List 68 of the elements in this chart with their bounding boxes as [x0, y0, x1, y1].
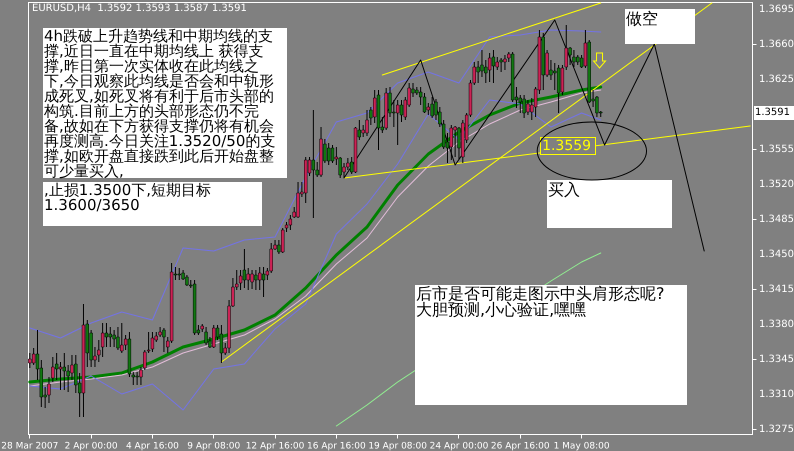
annotation: 1.3559: [540, 137, 596, 155]
candlestick: [503, 54, 507, 70]
x-tick-label: 28 Mar 2007: [1, 442, 58, 451]
candlestick: [162, 328, 166, 352]
candlestick: [104, 322, 108, 348]
candlestick: [568, 46, 572, 66]
candlestick: [365, 110, 369, 136]
candlestick: [430, 96, 434, 118]
candlestick: [150, 332, 154, 352]
candlestick: [242, 248, 246, 288]
x-tick-label: 24 Apr 00:00: [430, 442, 489, 451]
candlestick: [32, 348, 36, 366]
candlestick: [488, 52, 492, 82]
candlestick: [492, 50, 496, 84]
x-tick-label: 2 Apr 00:00: [64, 442, 118, 451]
candlestick: [453, 126, 457, 158]
x-tick-label: 19 Apr 08:00: [368, 442, 428, 451]
candlestick: [246, 268, 250, 290]
y-tick-label: 1.3450: [759, 249, 794, 260]
candlestick: [576, 54, 580, 66]
candlestick: [288, 214, 292, 230]
y-tick-label: 1.3345: [759, 354, 794, 365]
candlestick: [220, 324, 224, 364]
candlestick: [254, 270, 258, 290]
x-tick-label: 1 May 08:00: [554, 442, 610, 451]
x-tick-label: 4 Apr 16:00: [126, 442, 180, 451]
candlestick: [204, 326, 208, 346]
candlestick: [58, 362, 62, 390]
candlestick: [526, 100, 530, 116]
y-tick-label: 1.3695: [759, 4, 794, 15]
y-tick-label: 1.3625: [759, 74, 794, 85]
candlestick: [135, 372, 139, 386]
y-tick-label: 1.3275: [759, 424, 794, 435]
y-tick-label: 1.3555: [759, 144, 794, 155]
candlestick: [499, 58, 503, 72]
candlestick: [28, 352, 32, 368]
candlestick: [116, 326, 120, 350]
x-tick-label: 26 Apr 16:00: [490, 442, 550, 451]
candlestick: [212, 324, 216, 348]
candlestick: [457, 126, 461, 160]
y-tick-label: 1.3660: [759, 39, 794, 50]
candlestick: [262, 266, 266, 298]
x-tick-label: 12 Apr 16:00: [246, 442, 305, 451]
candlestick: [312, 110, 316, 218]
candlestick: [62, 352, 66, 390]
candlestick: [330, 144, 334, 164]
candlestick: [434, 98, 438, 120]
candlestick: [327, 142, 330, 166]
x-tick-label: 9 Apr 08:00: [187, 442, 240, 451]
candlestick: [250, 270, 254, 290]
y-tick-label: 1.3485: [759, 214, 794, 225]
candlestick: [450, 124, 453, 160]
y-tick-label: 1.3415: [759, 284, 794, 295]
candlestick: [522, 94, 526, 118]
annotation: 1.3591: [754, 106, 794, 120]
x-tick-label: 16 Apr 16:00: [307, 442, 366, 451]
candlestick: [178, 268, 181, 280]
candlestick: [296, 182, 300, 218]
candlestick: [120, 322, 124, 354]
candlestick: [553, 62, 556, 90]
y-tick-label: 1.3310: [759, 389, 794, 400]
candlestick: [112, 330, 116, 348]
candlestick: [108, 326, 112, 348]
y-tick-label: 1.3380: [759, 319, 794, 330]
chart-title: EURUSD,H4 1.3592 1.3593 1.3587 1.3591: [32, 3, 247, 14]
candlestick: [396, 100, 400, 146]
candlestick: [572, 50, 576, 68]
y-tick-label: 1.3520: [759, 179, 794, 190]
